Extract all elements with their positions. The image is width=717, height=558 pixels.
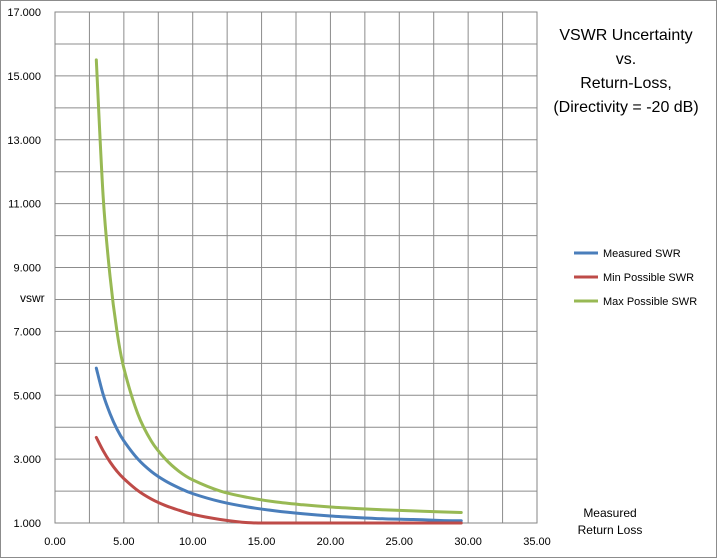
gridlines <box>55 12 537 523</box>
x-tick-label: 5.00 <box>113 536 134 548</box>
series-line-measured-swr <box>94 366 463 523</box>
chart-title-line-1: VSWR Uncertainty <box>559 27 692 44</box>
x-tick-label: 35.00 <box>523 536 551 548</box>
legend-label-measured-swr: Measured SWR <box>603 248 681 260</box>
legend-label-max-possible-swr: Max Possible SWR <box>603 296 697 308</box>
x-tick-label: 30.00 <box>454 536 482 548</box>
y-tick-label: 11.000 <box>8 199 41 211</box>
chart-title-line-4: (Directivity = -20 dB) <box>553 99 698 116</box>
y-axis-tick-labels: 1.000 3.000 5.000 7.000 9.000 11.000 13.000 15.… <box>7 7 41 530</box>
y-tick-label: 17.000 <box>7 7 41 19</box>
y-tick-label: 1.000 <box>13 518 41 530</box>
x-axis-label-line-1: Measured <box>583 506 636 520</box>
x-tick-label: 15.00 <box>248 536 276 548</box>
chart-title-line-2: vs. <box>616 51 636 68</box>
x-axis-label-line-2: Return Loss <box>578 523 643 537</box>
x-tick-label: 25.00 <box>386 536 414 548</box>
y-tick-label: 15.000 <box>7 71 41 83</box>
x-tick-label: 10.00 <box>179 536 207 548</box>
series-line-max-possible-swr <box>94 58 463 514</box>
y-axis-label: vswr <box>20 291 45 305</box>
chart-title-line-3: Return-Loss, <box>580 75 672 92</box>
x-axis-tick-labels: 0.00 5.00 10.00 15.00 20.00 25.00 30.00 35.00 <box>44 536 550 548</box>
y-tick-label: 7.000 <box>13 326 41 338</box>
x-tick-label: 20.00 <box>317 536 345 548</box>
y-tick-label: 5.000 <box>13 390 41 402</box>
series-line-min-possible-swr <box>94 435 463 525</box>
legend-label-min-possible-swr: Min Possible SWR <box>603 272 694 284</box>
y-tick-label: 13.000 <box>7 135 41 147</box>
y-tick-label: 3.000 <box>13 454 41 466</box>
y-tick-label: 9.000 <box>13 263 41 275</box>
series-lines <box>94 58 463 525</box>
x-tick-label: 0.00 <box>44 536 65 548</box>
legend: Measured SWR Min Possible SWR Max Possib… <box>574 248 697 308</box>
